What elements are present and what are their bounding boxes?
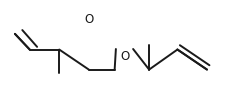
Text: O: O xyxy=(120,50,129,62)
Text: O: O xyxy=(84,13,93,26)
